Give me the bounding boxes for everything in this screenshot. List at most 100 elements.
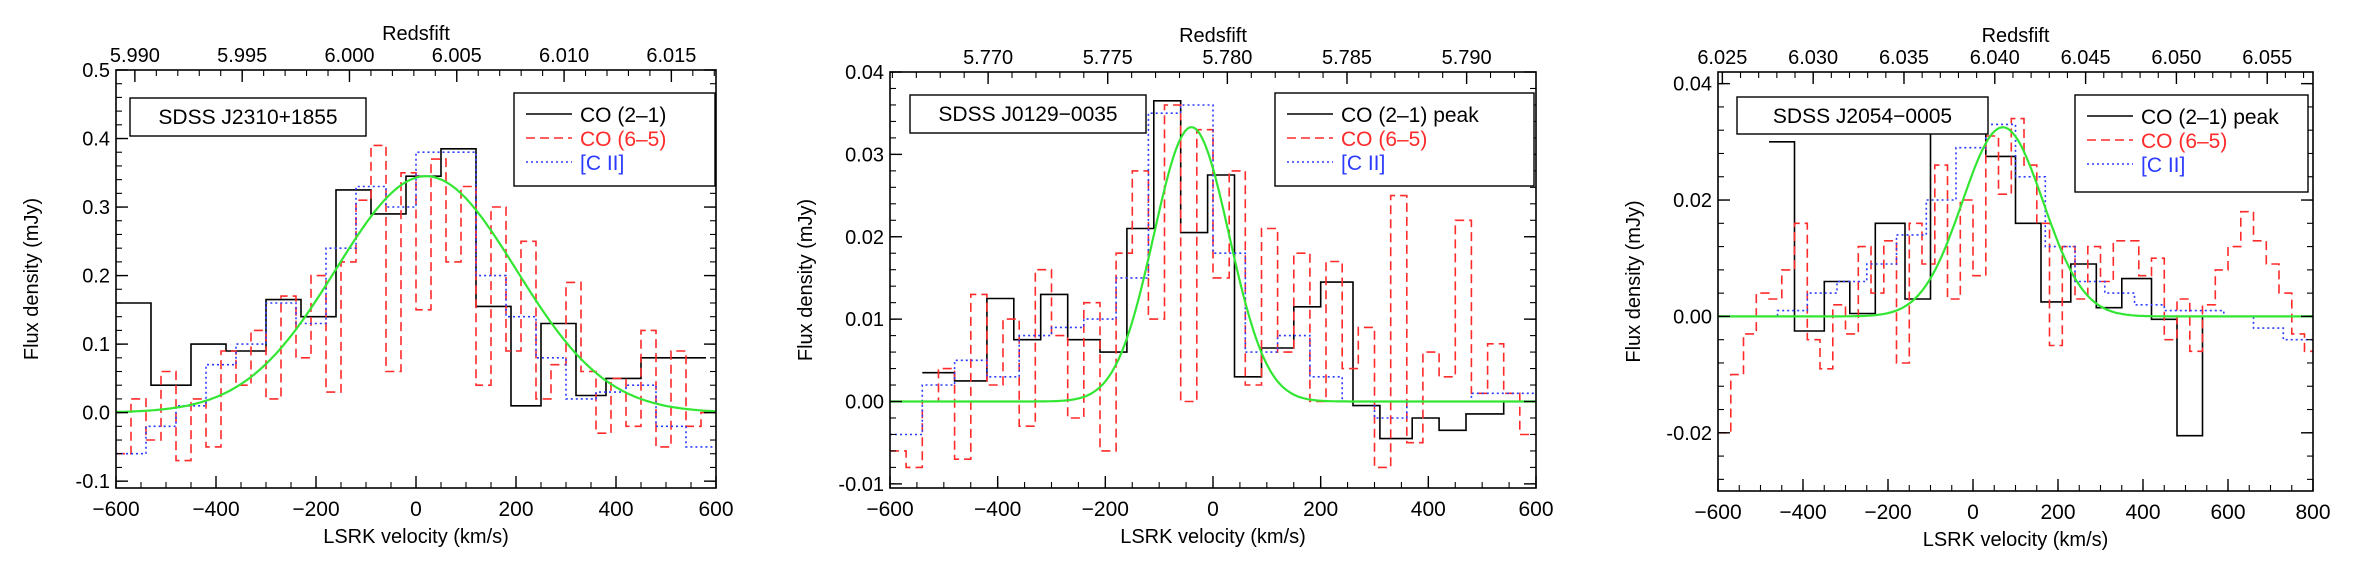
x-tick-label: −200 [1864, 501, 1911, 524]
y-axis-title: Flux density (mJy) [21, 198, 43, 360]
legend-entry-cii: [C II] [2141, 154, 2185, 177]
series-line-co21 [922, 100, 1536, 440]
top-tick-label: 6.050 [2151, 47, 2201, 69]
x-axis-title: LSRK velocity (km/s) [1120, 526, 1306, 548]
top-tick-label: 6.000 [324, 45, 374, 67]
y-tick-label: 0.02 [1673, 190, 1712, 212]
top-tick-label: 6.025 [1697, 47, 1747, 69]
x-tick-label: 800 [2295, 501, 2330, 524]
legend-entry-co21: CO (2–1) [580, 104, 666, 127]
y-tick-label: 0.01 [845, 309, 884, 331]
object-label-box [909, 94, 1147, 134]
x-tick-label: −600 [92, 498, 139, 521]
top-axis-title: Redsfift [1179, 25, 1247, 47]
object-label-box [1736, 96, 1989, 135]
x-axis-title: LSRK velocity (km/s) [1923, 529, 2109, 551]
top-axis-title: Redsfift [382, 23, 450, 45]
top-tick-label: 5.990 [110, 45, 160, 67]
top-tick-label: 6.035 [1879, 47, 1929, 69]
y-tick-label: 0.00 [845, 392, 884, 414]
legend-entry-co65: CO (6–5) [580, 128, 666, 151]
y-tick-label: -0.1 [76, 471, 110, 493]
top-tick-label: 6.045 [2061, 47, 2111, 69]
x-tick-label: 400 [1411, 498, 1446, 521]
x-tick-label: −600 [1694, 501, 1741, 524]
chart-panel-j0129: Redsfift LSRK velocity (km/s) Flux densi… [795, 25, 1554, 548]
x-tick-label: −400 [1779, 501, 1826, 524]
y-tick-label: 0.5 [82, 60, 110, 82]
top-tick-label: 6.040 [1970, 47, 2020, 69]
top-tick-label: 5.995 [217, 45, 267, 67]
series-line-cii [1718, 123, 2313, 341]
plot-area [890, 100, 1536, 469]
x-tick-label: −200 [1082, 498, 1129, 521]
y-tick-label: -0.01 [838, 474, 884, 496]
chart-panel-j2054: Redsfift LSRK velocity (km/s) Flux densi… [1623, 25, 2331, 551]
y-tick-label: 0.4 [82, 129, 110, 151]
series-line-co65 [1718, 117, 2313, 434]
x-axis-title: LSRK velocity (km/s) [323, 526, 509, 548]
x-tick-label: 0 [410, 498, 422, 521]
y-tick-label: -0.02 [1666, 423, 1712, 445]
y-tick-label: 0.0 [82, 403, 110, 425]
x-tick-label: 400 [2125, 501, 2160, 524]
x-tick-label: −200 [292, 498, 339, 521]
legend-entry-co21-peak: CO (2–1) peak [2141, 106, 2279, 129]
plot-area [116, 144, 716, 462]
object-label-box [129, 97, 367, 137]
top-tick-label: 5.790 [1442, 47, 1492, 69]
y-tick-label: 0.2 [82, 266, 110, 288]
y-tick-label: 0.04 [845, 62, 884, 84]
y-axis-title: Flux density (mJy) [795, 199, 817, 361]
legend-entry-cii: [C II] [1341, 152, 1385, 175]
legend-box [1274, 92, 1535, 187]
object-label: SDSS J2310+1855 [158, 106, 337, 129]
legend-box [513, 92, 716, 187]
y-tick-label: 0.03 [845, 144, 884, 166]
gaussian-fit-line [890, 126, 1536, 403]
top-tick-label: 6.005 [432, 45, 482, 67]
series-line-co21 [1769, 123, 2228, 437]
plot-area [1718, 117, 2313, 437]
series-line-co21 [116, 148, 706, 407]
x-tick-label: 200 [1303, 498, 1338, 521]
top-tick-label: 6.010 [539, 45, 589, 67]
gaussian-fit-line [116, 175, 716, 414]
x-tick-label: 200 [2040, 501, 2075, 524]
x-tick-label: 200 [498, 498, 533, 521]
legend-entry-co21-peak: CO (2–1) peak [1341, 104, 1479, 127]
y-tick-label: 0.02 [845, 227, 884, 249]
top-tick-label: 6.055 [2242, 47, 2292, 69]
top-tick-label: 5.775 [1083, 47, 1133, 69]
x-tick-label: −400 [192, 498, 239, 521]
x-tick-label: −400 [974, 498, 1021, 521]
top-axis-title: Redsfift [1982, 25, 2050, 47]
x-tick-label: 600 [2210, 501, 2245, 524]
y-tick-label: 0.1 [82, 334, 110, 356]
top-tick-label: 6.015 [646, 45, 696, 67]
y-axis-title: Flux density (mJy) [1623, 200, 1645, 362]
x-tick-label: −600 [866, 498, 913, 521]
x-tick-label: 0 [1207, 498, 1219, 521]
y-tick-label: 0.00 [1673, 306, 1712, 328]
top-tick-label: 6.030 [1788, 47, 1838, 69]
series-line-co65 [116, 144, 716, 462]
object-label: SDSS J0129−0035 [938, 103, 1117, 126]
y-tick-label: 0.04 [1673, 74, 1712, 96]
series-line-cii [116, 151, 716, 455]
top-tick-label: 5.780 [1202, 47, 1252, 69]
object-label: SDSS J2054−0005 [1773, 105, 1952, 128]
gaussian-fit-line [1718, 126, 2313, 318]
legend-box [2074, 94, 2309, 193]
x-tick-label: 600 [698, 498, 733, 521]
legend-entry-co65: CO (6–5) [2141, 130, 2227, 153]
y-tick-label: 0.3 [82, 197, 110, 219]
x-tick-label: 0 [1967, 501, 1979, 524]
chart-panel-j2310: Redsfift LSRK velocity (km/s) Flux densi… [21, 23, 734, 548]
legend-entry-cii: [C II] [580, 152, 624, 175]
x-tick-label: 400 [598, 498, 633, 521]
top-tick-label: 5.785 [1322, 47, 1372, 69]
legend-entry-co65: CO (6–5) [1341, 128, 1427, 151]
x-tick-label: 600 [1518, 498, 1553, 521]
